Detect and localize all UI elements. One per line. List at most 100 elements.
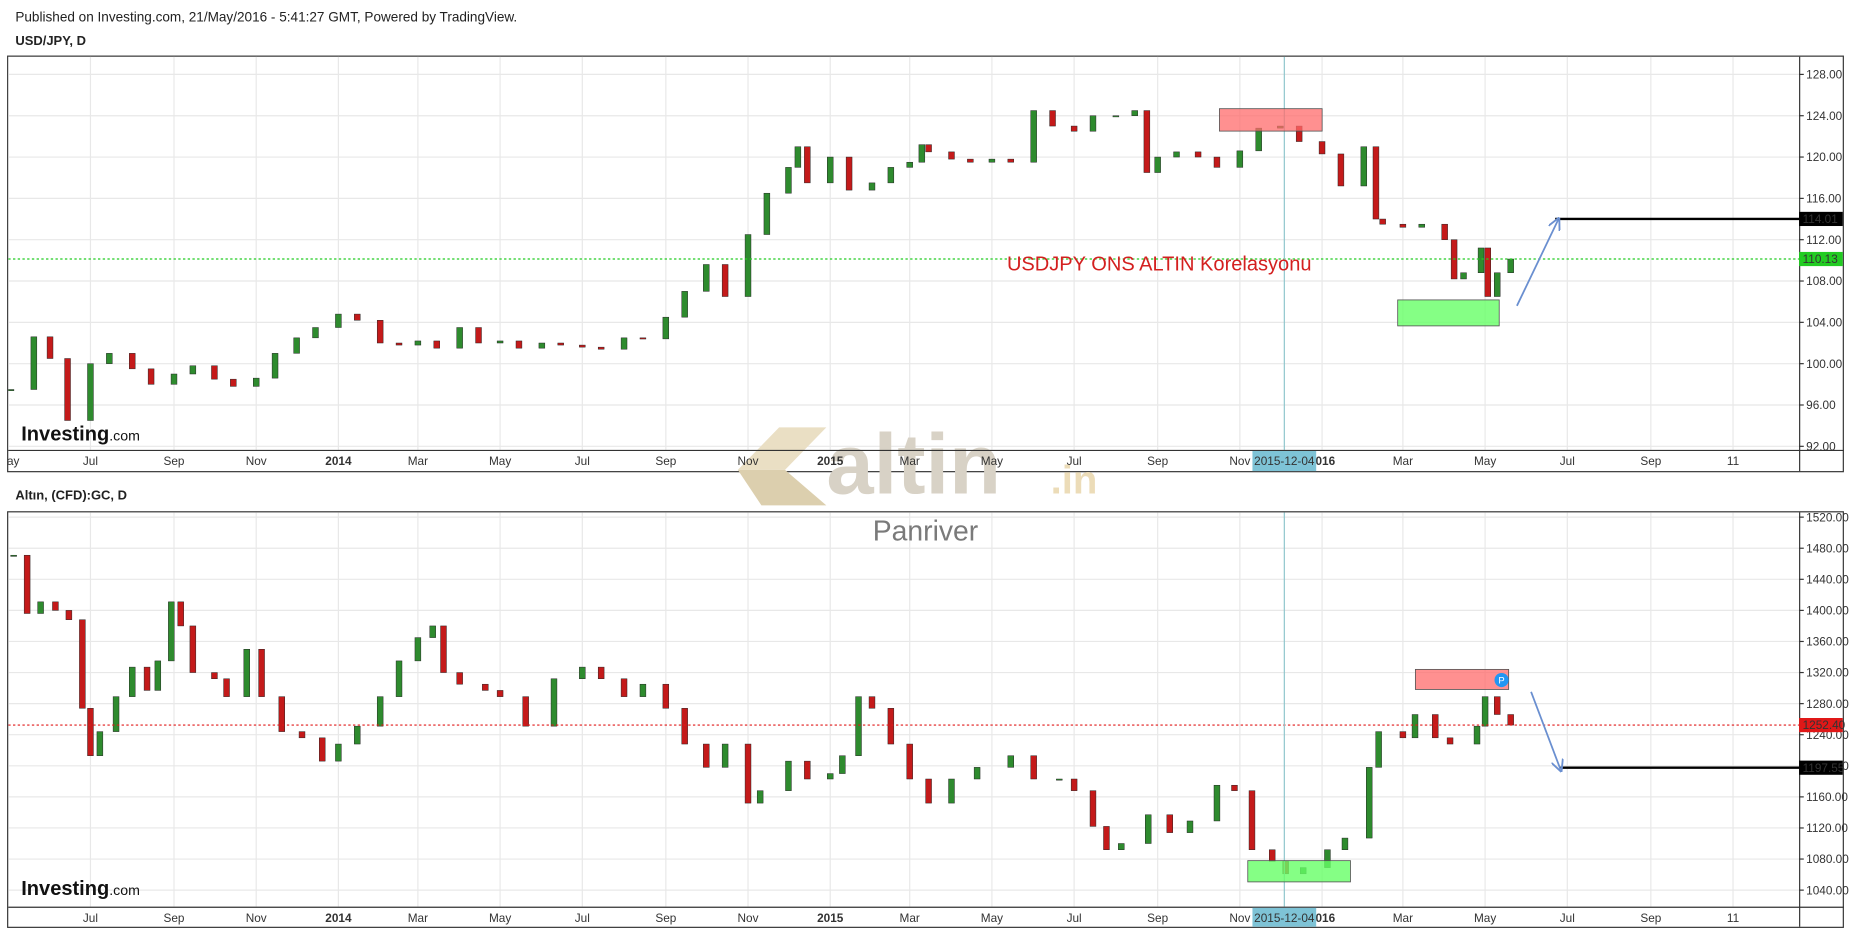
candle [845,156,853,191]
candle [1507,714,1514,726]
candle [129,666,136,697]
candle [1337,153,1345,187]
candle [597,666,605,680]
y-tick-label: 104.00 [1806,315,1843,329]
x-tick-label: Nov [738,911,759,925]
candle [1473,725,1481,745]
candle [211,672,218,680]
candle [456,672,463,685]
candle [1372,146,1380,220]
candle [1007,158,1014,163]
candle [973,767,981,780]
candle [1194,151,1202,158]
candle [1255,127,1262,152]
y-tick-label: 108.00 [1806,274,1843,288]
x-tick-label: 11 [1727,454,1739,468]
candle [1070,125,1078,132]
x-tick-label: May [981,911,1003,925]
x-tick-label: May [1474,911,1496,925]
candle [1231,784,1238,791]
candle [30,336,38,390]
annotation: USDJPY ONS ALTIN Korelasyonu [1007,253,1312,275]
candle [1173,151,1180,158]
candle [948,151,955,160]
candle [639,337,647,340]
x-tick-label: 2014 [325,911,352,925]
price-tag [1799,760,1843,775]
candle [1166,814,1173,833]
x-tick-label: Sep [1147,911,1168,925]
watermark-icon [737,427,827,470]
candle [925,144,932,153]
panel-title: USD/JPY, D [15,33,86,48]
candle [1089,115,1097,132]
y-tick-label: 112.00 [1806,233,1842,247]
crosshair-tag [1252,451,1317,472]
panel-data [8,512,1800,907]
candle [538,342,546,349]
x-tick-label: 2015 [817,454,844,468]
candle [1213,784,1221,822]
candle [429,625,436,638]
candle [839,755,846,774]
candle [230,378,237,387]
candle [948,778,955,804]
x-tick-label: Nov [246,454,267,468]
panel-axis: May Jul Sep Nov 2014 Mar May Jul Sep Nov 2015 Mar Ma… [0,56,1844,472]
panel-axis: Jul Sep Nov 2014 Mar May Jul Sep Nov 2015 Mar May Ju… [8,510,1849,927]
candle [681,291,688,318]
candle [827,773,834,780]
y-tick-label: 1360.00 [1806,635,1849,649]
support-box [1247,860,1351,883]
support-box [1397,299,1500,327]
candle [1446,737,1454,745]
candle [1248,790,1256,850]
candle [1366,767,1373,839]
x-tick-label: Jul [1560,911,1575,925]
candle [376,320,384,344]
y-tick-label: 1040.00 [1806,883,1849,897]
candle [1494,696,1501,715]
candle [271,353,279,379]
candle [1341,837,1349,850]
x-tick-label: May [0,454,20,468]
candle [579,344,586,348]
candle [804,760,811,780]
x-tick-label: Sep [655,911,676,925]
candle [855,696,862,756]
candle [620,337,628,350]
candle [794,146,802,168]
resistance-box [1414,668,1510,690]
candle [662,683,670,709]
candle [550,678,558,727]
candle [1089,790,1097,827]
marker-badge [1494,672,1509,688]
x-tick-label: Mar [1393,454,1413,468]
candle [211,365,218,380]
logo: Investing.com [21,423,140,445]
candle [1030,110,1037,163]
logo: Investing.com [21,878,140,900]
panel-frame [7,511,1844,928]
candle [1118,843,1125,850]
candle [1145,814,1152,844]
candle [64,358,71,421]
logo-name: Investing [21,423,109,445]
candle [763,192,771,235]
x-tick-label: Jul [575,911,590,925]
candle [703,264,710,292]
candle [8,389,15,391]
y-tick-label: 1480.00 [1806,541,1849,555]
price-tag [1799,211,1843,227]
x-tick-label: Sep [1640,454,1661,468]
candle [785,167,792,194]
candle [46,336,54,359]
candle [258,649,265,697]
candle [918,144,926,163]
candle [639,683,647,697]
candle [395,660,403,697]
x-tick-label: May [489,911,511,925]
candle [1030,755,1037,780]
y-tick-label: 128.00 [1806,68,1843,82]
candle [1432,714,1439,739]
